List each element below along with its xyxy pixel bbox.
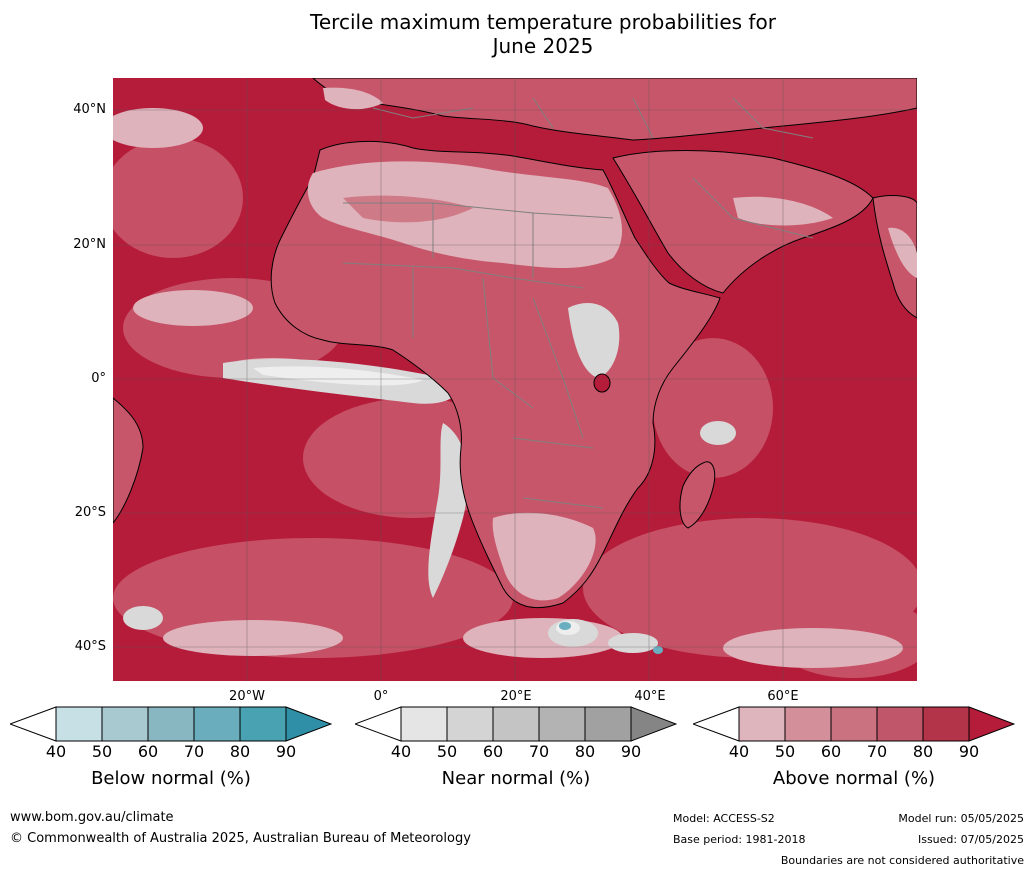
near-tick-90: 90 <box>620 742 642 761</box>
lon-label-0: 0° <box>373 689 389 704</box>
lat-label-40n: 40°N <box>73 102 106 117</box>
colorbar-above: 40 50 60 70 80 90 Above normal (%) <box>691 706 1016 789</box>
below-label: Below normal (%) <box>91 768 251 789</box>
arabia-land <box>612 150 874 294</box>
above-tick-50: 50 <box>774 742 796 761</box>
below-tick-60: 60 <box>137 742 159 761</box>
above-tick-40: 40 <box>728 742 750 761</box>
gridlines <box>113 78 917 681</box>
base-period-text: Base period: 1981-2018 <box>673 833 806 846</box>
above-tick-70: 70 <box>866 742 888 761</box>
disclaimer-text: Boundaries are not considered authoritat… <box>780 854 1024 867</box>
madagascar-land <box>679 461 716 529</box>
below-tick-90: 90 <box>275 742 297 761</box>
ocean-pale-patches <box>113 108 903 668</box>
south-america-land <box>113 397 144 524</box>
near-tick-60: 60 <box>482 742 504 761</box>
below-tick-40: 40 <box>45 742 67 761</box>
iberia-pale <box>323 87 383 110</box>
southern-africa-pale <box>492 512 596 601</box>
above-label: Above normal (%) <box>772 768 936 789</box>
lake-victoria <box>593 373 611 393</box>
above-tick-90: 90 <box>958 742 980 761</box>
above-tick-80: 80 <box>912 742 934 761</box>
above-tick-60: 60 <box>820 742 842 761</box>
lat-label-20s: 20°S <box>74 505 106 520</box>
india-pale <box>888 227 917 278</box>
colorbar-near-svg <box>353 706 678 742</box>
lon-label-40e: 40°E <box>634 689 666 704</box>
near-label: Near normal (%) <box>441 768 591 789</box>
lat-label-20n: 20°N <box>73 237 106 252</box>
model-run-text: Model run: 05/05/2025 <box>898 812 1024 825</box>
sahara-pale <box>307 161 623 268</box>
lat-label-0: 0° <box>91 371 106 386</box>
below-tick-80: 80 <box>229 742 251 761</box>
near-tick-70: 70 <box>528 742 550 761</box>
chart-title: Tercile maximum temperature probabilitie… <box>0 10 1035 58</box>
probability-map <box>113 78 917 681</box>
east-africa-grey <box>568 303 620 378</box>
colorbar-below: 40 50 60 70 80 90 Below normal (%) <box>8 706 333 789</box>
model-text: Model: ACCESS-S2 <box>673 812 775 825</box>
lat-label-40s: 40°S <box>74 639 106 654</box>
near-tick-80: 80 <box>574 742 596 761</box>
issued-text: Issued: 07/05/2025 <box>917 833 1024 846</box>
near-tick-50: 50 <box>436 742 458 761</box>
lon-label-60e: 60°E <box>767 689 799 704</box>
title-line-1: Tercile maximum temperature probabilitie… <box>310 10 776 34</box>
below-tick-50: 50 <box>91 742 113 761</box>
map-svg <box>113 78 917 681</box>
sahara-mid <box>343 195 473 223</box>
website-link[interactable]: www.bom.gov.au/climate <box>10 810 174 825</box>
country-borders <box>342 97 814 509</box>
india-land <box>872 195 917 319</box>
copyright-text: © Commonwealth of Australia 2025, Austra… <box>10 831 471 846</box>
below-tick-70: 70 <box>183 742 205 761</box>
colorbar-near: 40 50 60 70 80 90 Near normal (%) <box>353 706 678 789</box>
colorbar-below-svg <box>8 706 333 742</box>
lon-label-20e: 20°E <box>500 689 532 704</box>
title-line-2: June 2025 <box>492 34 594 58</box>
lon-label-20w: 20°W <box>229 689 265 704</box>
colorbar-above-svg <box>691 706 1016 742</box>
near-tick-40: 40 <box>390 742 412 761</box>
